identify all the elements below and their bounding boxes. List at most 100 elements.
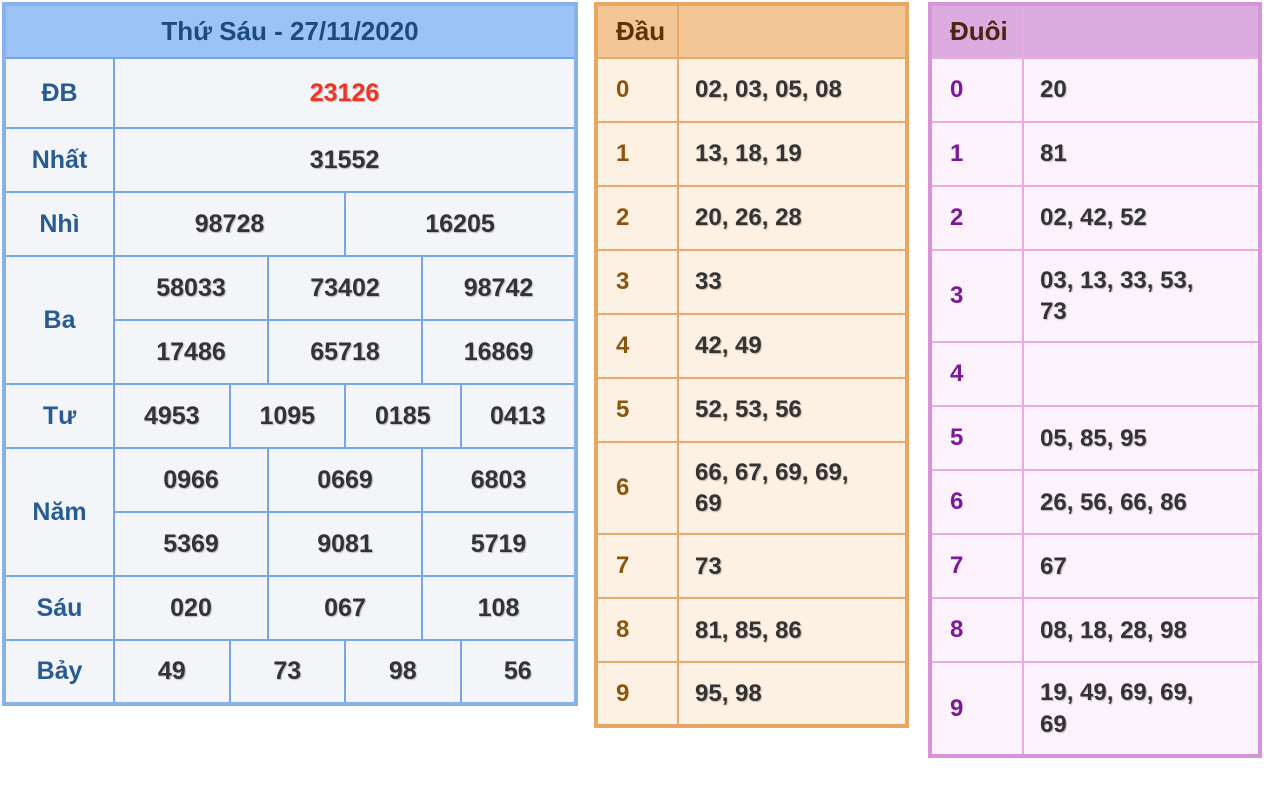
dau-digit: 5 bbox=[595, 377, 679, 443]
duoi-digit: 4 bbox=[929, 341, 1024, 408]
prize-value: 1095 bbox=[228, 383, 346, 449]
prize-value: 5369 bbox=[113, 511, 269, 577]
prize-value: 49 bbox=[113, 639, 231, 705]
table-row: 7 67 bbox=[929, 533, 1261, 600]
table-row: Đầu bbox=[595, 3, 908, 59]
prize-value: 0413 bbox=[459, 383, 577, 449]
duoi-numbers-text: 02, 42, 52 bbox=[1040, 204, 1147, 232]
dau-numbers: 20, 26, 28 bbox=[677, 185, 908, 251]
table-row: Ba 58033 73402 98742 bbox=[3, 255, 577, 385]
lottery-results-page: Thứ Sáu - 27/11/2020 ĐB 23126 Nhất 31552… bbox=[2, 2, 1262, 758]
prize-label-nam: Năm bbox=[3, 447, 115, 577]
table-row: 4 bbox=[929, 341, 1261, 408]
dau-numbers-text: 20, 26, 28 bbox=[695, 204, 802, 232]
prize-value: 5719 bbox=[421, 511, 577, 577]
dau-numbers: 52, 53, 56 bbox=[677, 377, 908, 443]
dau-digit: 3 bbox=[595, 249, 679, 315]
dau-numbers-text: 52, 53, 56 bbox=[695, 396, 802, 424]
prize-label-nhat: Nhất bbox=[3, 127, 115, 193]
table-row: 0 02, 03, 05, 08 bbox=[595, 57, 908, 123]
duoi-numbers bbox=[1022, 341, 1261, 408]
table-row: Đuôi bbox=[929, 3, 1261, 59]
duoi-numbers: 08, 18, 28, 98 bbox=[1022, 597, 1261, 664]
prize-value: 73 bbox=[228, 639, 346, 705]
duoi-header-spacer bbox=[1022, 3, 1261, 59]
duoi-header: Đuôi bbox=[929, 3, 1024, 59]
duoi-digit: 1 bbox=[929, 121, 1024, 187]
dau-numbers: 02, 03, 05, 08 bbox=[677, 57, 908, 123]
dau-numbers-text: 73 bbox=[695, 552, 722, 580]
dau-numbers: 73 bbox=[677, 533, 908, 600]
duoi-digit: 7 bbox=[929, 533, 1024, 600]
table-row: 7 73 bbox=[595, 533, 908, 600]
duoi-numbers-text: 08, 18, 28, 98 bbox=[1040, 616, 1187, 644]
prize-value: 56 bbox=[459, 639, 577, 705]
dau-digit: 6 bbox=[595, 440, 679, 536]
duoi-numbers: 67 bbox=[1022, 533, 1261, 600]
table-row: 17486 65718 16869 bbox=[4, 319, 577, 385]
table-row: 9 95, 98 bbox=[595, 661, 908, 728]
table-row: 5369 9081 5719 bbox=[4, 511, 577, 577]
table-row: Nhì 98728 16205 bbox=[3, 191, 577, 257]
duoi-numbers: 20 bbox=[1022, 57, 1261, 123]
dau-numbers: 33 bbox=[677, 249, 908, 315]
duoi-numbers-text: 19, 49, 69, 69, 69 bbox=[1040, 679, 1194, 738]
dau-digit: 1 bbox=[595, 121, 679, 187]
results-table: Thứ Sáu - 27/11/2020 ĐB 23126 Nhất 31552… bbox=[2, 2, 578, 706]
prize-label-bay: Bảy bbox=[3, 639, 115, 705]
duoi-table: Đuôi 0 20 1 81 2 02, 42, 52 3 03, 13, 33… bbox=[928, 2, 1262, 758]
duoi-numbers-text: 26, 56, 66, 86 bbox=[1040, 488, 1187, 516]
prize-value: 0185 bbox=[344, 383, 462, 449]
prize-value: 108 bbox=[421, 575, 577, 641]
dau-numbers-text: 66, 67, 69, 69, 69 bbox=[695, 459, 849, 518]
table-row: 5 05, 85, 95 bbox=[929, 405, 1261, 472]
duoi-numbers: 03, 13, 33, 53, 73 bbox=[1022, 248, 1261, 344]
dau-digit: 4 bbox=[595, 313, 679, 379]
table-row: 2 20, 26, 28 bbox=[595, 185, 908, 251]
prize-label-tu: Tư bbox=[3, 383, 115, 449]
dau-digit: 8 bbox=[595, 597, 679, 664]
dau-numbers: 95, 98 bbox=[677, 661, 908, 728]
prize-label-nhi: Nhì bbox=[3, 191, 115, 257]
dau-numbers-text: 33 bbox=[695, 268, 722, 296]
table-row: Tư 4953 1095 0185 0413 bbox=[3, 383, 577, 449]
table-row: 8 81, 85, 86 bbox=[595, 597, 908, 664]
duoi-digit: 5 bbox=[929, 405, 1024, 472]
duoi-numbers: 26, 56, 66, 86 bbox=[1022, 469, 1261, 536]
prize-value: 98 bbox=[344, 639, 462, 705]
dau-numbers-text: 42, 49 bbox=[695, 332, 762, 360]
duoi-digit: 2 bbox=[929, 185, 1024, 251]
prize-value: 73402 bbox=[267, 255, 423, 321]
prize-label-db: ĐB bbox=[3, 57, 115, 129]
dau-digit: 0 bbox=[595, 57, 679, 123]
dau-numbers: 13, 18, 19 bbox=[677, 121, 908, 187]
duoi-numbers-text: 67 bbox=[1040, 552, 1067, 580]
dau-digit: 9 bbox=[595, 661, 679, 728]
dau-table: Đầu 0 02, 03, 05, 08 1 13, 18, 19 2 20, … bbox=[594, 2, 909, 729]
duoi-numbers: 19, 49, 69, 69, 69 bbox=[1022, 661, 1261, 757]
prize-value: 9081 bbox=[267, 511, 423, 577]
dau-numbers: 81, 85, 86 bbox=[677, 597, 908, 664]
duoi-numbers-text: 03, 13, 33, 53, 73 bbox=[1040, 267, 1194, 326]
prize-value: 4953 bbox=[113, 383, 231, 449]
dau-header-spacer bbox=[677, 3, 908, 59]
special-prize-value: 23126 bbox=[113, 57, 577, 129]
table-row: 5 52, 53, 56 bbox=[595, 377, 908, 443]
table-row: 4 42, 49 bbox=[595, 313, 908, 379]
prize-value: 17486 bbox=[113, 319, 269, 385]
draw-date-title: Thứ Sáu - 27/11/2020 bbox=[3, 3, 577, 59]
table-row: 1 13, 18, 19 bbox=[595, 121, 908, 187]
prize-value: 067 bbox=[267, 575, 423, 641]
dau-digit: 7 bbox=[595, 533, 679, 600]
dau-numbers-text: 02, 03, 05, 08 bbox=[695, 76, 842, 104]
prize-value: 31552 bbox=[113, 127, 577, 193]
table-row: Năm 0966 0669 6803 bbox=[3, 447, 577, 577]
duoi-numbers: 81 bbox=[1022, 121, 1261, 187]
table-row: Sáu 020 067 108 bbox=[3, 575, 577, 641]
duoi-numbers-text: 81 bbox=[1040, 140, 1067, 168]
table-row: 6 26, 56, 66, 86 bbox=[929, 469, 1261, 536]
duoi-digit: 6 bbox=[929, 469, 1024, 536]
prize-value: 020 bbox=[113, 575, 269, 641]
table-row: 2 02, 42, 52 bbox=[929, 185, 1261, 251]
dau-numbers-text: 95, 98 bbox=[695, 680, 762, 708]
